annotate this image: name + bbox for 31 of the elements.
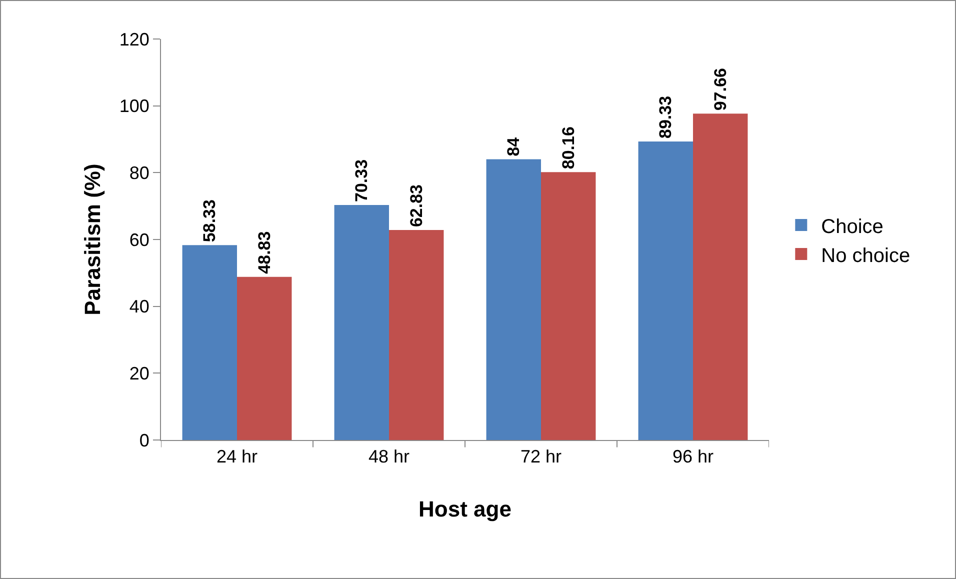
y-tick-label: 20 (129, 363, 150, 384)
data-label: 62.83 (406, 184, 426, 228)
bar (389, 230, 444, 440)
data-label: 70.33 (352, 159, 372, 202)
bar (237, 276, 292, 440)
y-axis-title: Parasitism (%) (80, 164, 106, 316)
legend-label: Choice (821, 216, 884, 238)
data-label: 58.33 (200, 200, 220, 242)
x-tick-label: 72 hr (520, 446, 562, 467)
data-label: 97.66 (710, 68, 730, 111)
bar (182, 245, 237, 440)
y-tick-label: 40 (129, 296, 150, 317)
data-label: 80.16 (558, 126, 578, 170)
bar (334, 204, 389, 440)
data-label: 48.83 (254, 231, 274, 274)
x-tick-label: 96 hr (672, 446, 714, 467)
bar (693, 114, 748, 440)
y-tick-label: 0 (139, 430, 150, 450)
bar (638, 141, 693, 440)
x-axis-title: Host age (418, 496, 512, 522)
bar (541, 172, 596, 440)
y-tick-label: 120 (119, 29, 150, 50)
data-label: 84 (504, 136, 524, 156)
data-label: 89.33 (656, 96, 676, 138)
legend-label: No choice (821, 244, 910, 267)
x-tick-label: 48 hr (368, 446, 410, 467)
bar (486, 159, 541, 440)
y-tick-label: 60 (129, 230, 150, 250)
x-tick-label: 24 hr (216, 446, 258, 467)
y-tick-label: 80 (129, 162, 150, 183)
y-tick-label: 100 (119, 96, 150, 116)
